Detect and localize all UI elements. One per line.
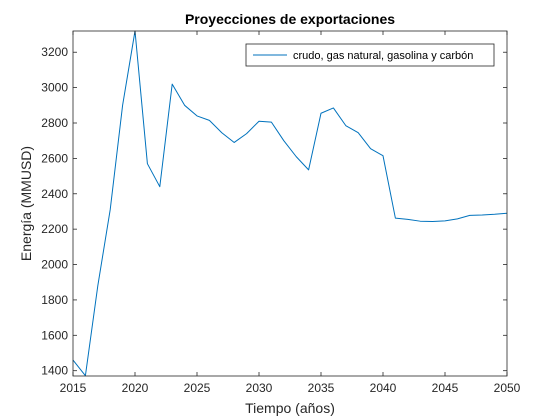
- legend-box: [245, 43, 495, 67]
- chart-title: Proyecciones de exportaciones: [185, 11, 395, 27]
- x-tick-label: 2050: [494, 381, 521, 395]
- series-line-0: [72, 30, 508, 377]
- plot-frame: [72, 30, 508, 377]
- y-tick-label: 2600: [41, 151, 68, 165]
- legend-label: crudo, gas natural, gasolina y carbón: [293, 50, 473, 62]
- x-tick-label: 2030: [246, 381, 273, 395]
- y-tick-label: 1400: [41, 364, 68, 378]
- y-axis-label: Energía (MMUSD): [18, 146, 34, 261]
- x-tick-label: 2040: [370, 381, 397, 395]
- x-tick-label: 2045: [432, 381, 459, 395]
- x-tick-label: 2025: [184, 381, 211, 395]
- y-tick-label: 3200: [41, 45, 68, 59]
- y-tick-label: 3000: [41, 81, 68, 95]
- y-tick-label: 1800: [41, 293, 68, 307]
- y-tick-label: 2000: [41, 258, 68, 272]
- x-tick-label: 2035: [308, 381, 335, 395]
- x-tick-label: 2015: [60, 381, 87, 395]
- x-tick-label: 2020: [122, 381, 149, 395]
- x-axis-label: Tiempo (años): [245, 400, 335, 416]
- y-tick-label: 2800: [41, 116, 68, 130]
- plot-area: [73, 31, 507, 376]
- y-tick-label: 2400: [41, 187, 68, 201]
- y-tick-label: 1600: [41, 328, 68, 342]
- legend: crudo, gas natural, gasolina y carbón: [245, 43, 495, 67]
- chart-marks: [72, 30, 508, 377]
- y-tick-label: 2200: [41, 222, 68, 236]
- axis-ticks: 2015 2020 2025 2030 2035 2040 2045 2050 1400 1600…: [41, 31, 521, 395]
